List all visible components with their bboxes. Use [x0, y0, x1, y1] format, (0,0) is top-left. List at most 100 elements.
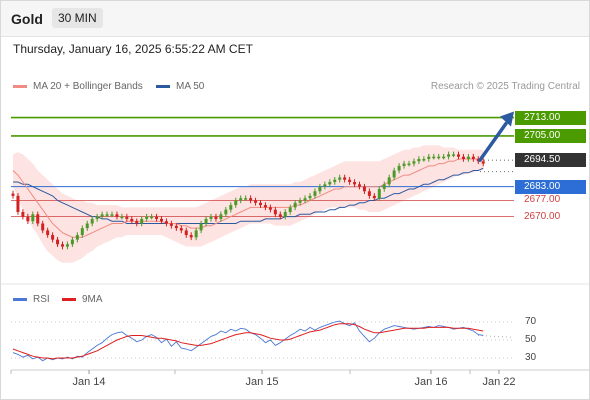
- ma9-swatch: [62, 298, 76, 301]
- level-label-2705.00: 2705.00: [515, 128, 586, 143]
- legend-ma9: 9MA: [62, 294, 103, 305]
- candle-body-21: [115, 214, 119, 217]
- candle-body-23: [125, 216, 129, 219]
- instrument-title: Gold: [11, 11, 43, 27]
- candle-body-36: [189, 235, 193, 238]
- candle-body-18: [100, 214, 104, 217]
- candle-body-67: [343, 177, 347, 180]
- forecast-arrow-shaft: [478, 121, 508, 162]
- candle-body-26: [140, 218, 144, 224]
- candle-body-0: [11, 193, 15, 196]
- candle-body-68: [348, 179, 352, 183]
- timeframe-selector[interactable]: 30 MIN: [52, 8, 103, 28]
- candle-body-42: [219, 214, 223, 219]
- candle-body-47: [244, 198, 248, 200]
- rsi-tick-label: 50: [525, 334, 537, 345]
- candle-body-71: [362, 186, 366, 192]
- candle-body-56: [288, 207, 292, 212]
- candle-body-38: [199, 223, 203, 231]
- candle-body-31: [164, 221, 168, 224]
- rsi-tick-label: 30: [525, 352, 537, 363]
- x-tick-label: Jan 22: [482, 376, 516, 388]
- candle-body-69: [353, 182, 357, 185]
- level-label-2713.00: 2713.00: [515, 110, 586, 125]
- candle-body-44: [229, 205, 233, 210]
- candle-body-58: [298, 200, 302, 203]
- candle-body-28: [150, 216, 154, 219]
- candle-body-5: [36, 214, 40, 224]
- candle-body-6: [41, 223, 45, 231]
- x-tick-label: Jan 14: [72, 376, 106, 388]
- rsi-9ma-line: [12, 323, 484, 360]
- chart-timestamp: Thursday, January 16, 2025 6:55:22 AM CE…: [13, 42, 253, 56]
- candle-body-86: [437, 156, 441, 159]
- legend-ma20-label: MA 20 + Bollinger Bands: [33, 81, 143, 92]
- candle-body-82: [417, 159, 421, 162]
- level-label-2677.00: 2677.00: [524, 194, 561, 206]
- bollinger-band-area: [13, 145, 484, 263]
- candle-body-95: [481, 161, 485, 164]
- candle-body-63: [323, 184, 327, 187]
- candle-body-4: [31, 214, 35, 222]
- x-tick-label: Jan 15: [245, 376, 279, 388]
- candle-body-43: [224, 209, 228, 215]
- candle-body-65: [333, 179, 337, 183]
- candle-body-12: [70, 239, 74, 245]
- candle-body-39: [204, 218, 208, 224]
- candle-body-32: [169, 223, 173, 226]
- ma20-swatch: [13, 85, 27, 88]
- candle-body-27: [145, 216, 149, 219]
- candle-body-78: [397, 165, 401, 171]
- legend-ma9-label: 9MA: [82, 294, 103, 305]
- candle-body-66: [338, 177, 342, 180]
- forecast-arrow-head: [500, 111, 514, 127]
- candle-body-75: [382, 184, 386, 189]
- candle-body-72: [367, 191, 371, 196]
- candle-body-74: [377, 188, 381, 199]
- candle-body-52: [268, 207, 272, 210]
- candle-body-46: [239, 198, 243, 201]
- candle-body-30: [160, 218, 163, 222]
- rsi-projection-line: [477, 335, 515, 338]
- candle-body-17: [95, 216, 99, 219]
- candle-body-19: [105, 214, 109, 216]
- candle-body-48: [249, 198, 253, 201]
- candle-body-9: [56, 239, 60, 245]
- candle-body-41: [214, 216, 218, 219]
- level-label-2694.50: 2694.50: [515, 153, 586, 168]
- candle-body-7: [46, 230, 50, 236]
- candle-body-83: [422, 159, 426, 161]
- candle-body-84: [427, 156, 431, 159]
- legend-ma50-label: MA 50: [176, 81, 205, 92]
- candle-body-2: [21, 212, 25, 217]
- rsi-line: [12, 320, 484, 362]
- candle-body-80: [407, 163, 411, 166]
- candle-body-40: [209, 216, 213, 219]
- legend-rsi: RSI: [13, 294, 50, 305]
- candle-body-87: [442, 156, 446, 159]
- candle-body-85: [432, 156, 436, 159]
- candle-body-22: [120, 216, 124, 219]
- candle-body-50: [259, 202, 262, 206]
- candle-body-62: [318, 186, 322, 192]
- candle-body-64: [328, 182, 332, 185]
- candle-body-91: [461, 156, 465, 159]
- candle-body-33: [174, 225, 178, 229]
- legend-rsi-label: RSI: [33, 294, 50, 305]
- candle-body-92: [466, 156, 470, 159]
- candle-body-49: [254, 200, 258, 203]
- candle-body-59: [303, 198, 307, 201]
- candle-body-51: [263, 205, 267, 208]
- candle-body-57: [293, 202, 297, 208]
- candle-body-77: [392, 170, 396, 178]
- candle-body-1: [16, 195, 20, 212]
- candle-body-76: [387, 177, 391, 185]
- candle-body-11: [65, 244, 69, 247]
- chart-header: Gold 30 MIN: [1, 1, 589, 37]
- x-tick-label: Jan 16: [414, 376, 448, 388]
- candle-body-60: [308, 195, 312, 199]
- candle-body-3: [26, 216, 30, 222]
- candle-body-81: [412, 161, 416, 164]
- candle-body-88: [447, 154, 451, 157]
